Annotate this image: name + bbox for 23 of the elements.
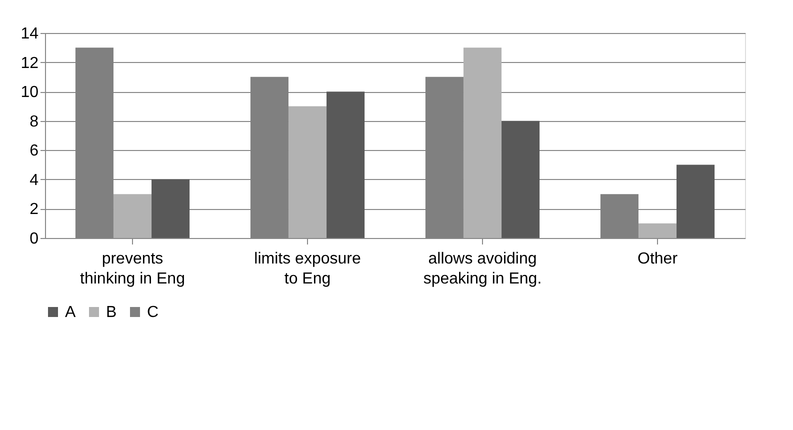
x-tick-label: allows avoiding speaking in Eng.	[423, 250, 542, 288]
bar	[152, 179, 190, 238]
bar	[463, 48, 502, 238]
y-tick-label: 14	[20, 26, 39, 42]
legend-label: C	[147, 304, 159, 321]
bar	[676, 164, 715, 238]
y-tick-label: 2	[30, 201, 39, 218]
bar	[326, 92, 365, 238]
legend-label: A	[65, 304, 76, 321]
y-tick-label: 12	[20, 54, 39, 72]
bar	[113, 194, 152, 238]
x-tick-label: limits exposure to Eng	[254, 250, 361, 288]
y-tick-label: 6	[30, 142, 39, 160]
bar	[288, 106, 327, 238]
y-tick-label: 4	[30, 172, 39, 189]
y-tick-label: 8	[30, 113, 39, 130]
x-tick-label: Other	[637, 250, 678, 268]
bar	[638, 223, 677, 238]
bar	[502, 120, 540, 238]
y-tick-label: 10	[20, 84, 39, 102]
x-tick-label: prevents thinking in Eng	[80, 250, 185, 288]
y-tick-label: 0	[30, 230, 39, 248]
legend-label: B	[106, 304, 117, 321]
